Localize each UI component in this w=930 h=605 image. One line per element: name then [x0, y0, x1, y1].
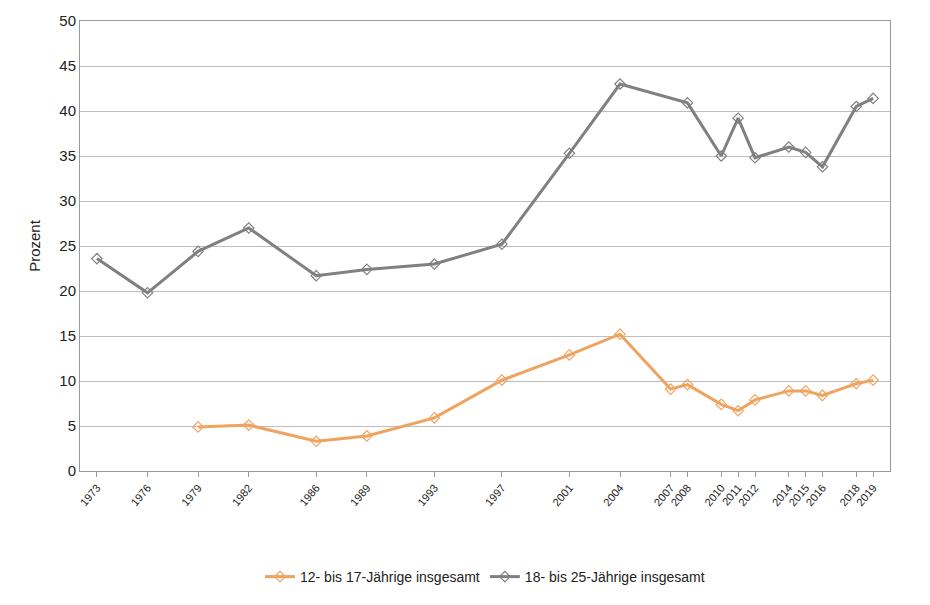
svg-text:1986: 1986 [297, 482, 322, 508]
svg-text:1997: 1997 [483, 482, 508, 508]
svg-text:2004: 2004 [601, 482, 626, 508]
svg-text:40: 40 [59, 102, 76, 119]
svg-text:0: 0 [68, 462, 76, 479]
svg-text:1993: 1993 [415, 482, 440, 508]
svg-text:2019: 2019 [854, 482, 879, 508]
svg-text:2016: 2016 [803, 482, 828, 508]
svg-text:20: 20 [59, 282, 76, 299]
svg-text:10: 10 [59, 372, 76, 389]
svg-text:2008: 2008 [668, 482, 693, 508]
svg-text:18- bis 25-Jährige insgesamt: 18- bis 25-Jährige insgesamt [525, 569, 705, 585]
svg-text:1979: 1979 [179, 482, 204, 508]
svg-text:2015: 2015 [786, 482, 811, 508]
svg-text:1989: 1989 [348, 482, 373, 508]
svg-text:2018: 2018 [837, 482, 862, 508]
svg-text:35: 35 [59, 147, 76, 164]
svg-text:1976: 1976 [128, 482, 153, 508]
svg-text:2014: 2014 [770, 482, 795, 508]
svg-text:2010: 2010 [702, 482, 727, 508]
svg-text:1973: 1973 [78, 482, 103, 508]
svg-text:Prozent: Prozent [26, 219, 43, 272]
svg-text:2007: 2007 [651, 482, 676, 508]
svg-text:5: 5 [68, 417, 76, 434]
svg-text:12- bis 17-Jährige insgesamt: 12- bis 17-Jährige insgesamt [300, 569, 480, 585]
svg-text:1982: 1982 [230, 482, 255, 508]
svg-text:2001: 2001 [550, 482, 575, 508]
svg-text:25: 25 [59, 237, 76, 254]
svg-text:2012: 2012 [736, 482, 761, 508]
svg-text:50: 50 [59, 12, 76, 29]
svg-text:30: 30 [59, 192, 76, 209]
svg-text:45: 45 [59, 57, 76, 74]
svg-text:15: 15 [59, 327, 76, 344]
svg-text:2011: 2011 [719, 482, 743, 508]
